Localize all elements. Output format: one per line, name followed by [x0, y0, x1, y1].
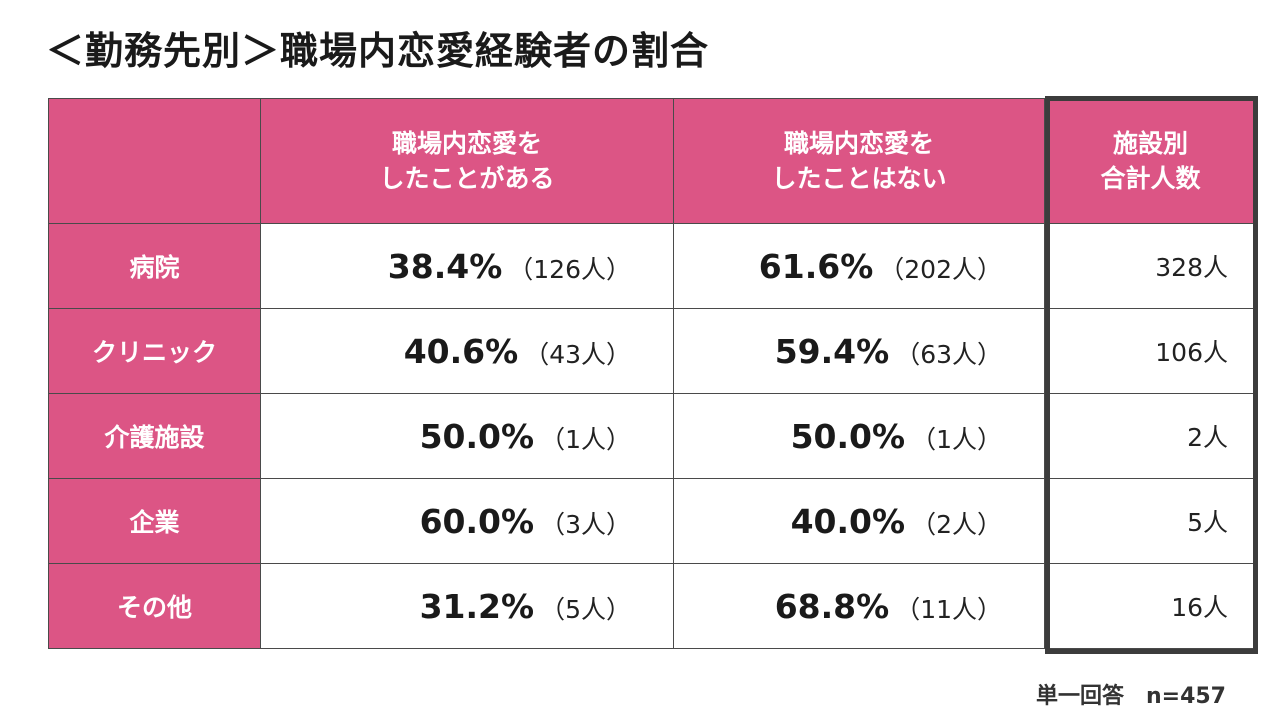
experienced-cell: 60.0% （3人）	[260, 478, 674, 564]
not-experienced-cell: 61.6% （202人）	[673, 223, 1045, 309]
table-row: クリニック 40.6% （43人） 59.4% （63人） 106人	[48, 308, 1257, 394]
row-label: 企業	[48, 478, 261, 564]
header-corner	[48, 98, 261, 224]
experienced-cell: 50.0% （1人）	[260, 393, 674, 479]
experienced-percent: 50.0%	[419, 416, 535, 456]
row-label: クリニック	[48, 308, 261, 394]
row-label: 病院	[48, 223, 261, 309]
experienced-percent: 38.4%	[387, 246, 503, 286]
header-total-line1: 施設別	[1112, 129, 1188, 158]
not-experienced-cell: 40.0% （2人）	[673, 478, 1045, 564]
experienced-count: （43人）	[524, 339, 631, 369]
table-row: その他 31.2% （5人） 68.8% （11人） 16人	[48, 563, 1257, 649]
table-row: 介護施設 50.0% （1人） 50.0% （1人） 2人	[48, 393, 1257, 479]
row-label: その他	[48, 563, 261, 649]
header-experienced: 職場内恋愛を したことがある	[260, 98, 674, 224]
header-experienced-line1: 職場内恋愛を	[391, 129, 542, 158]
header-not-experienced: 職場内恋愛を したことはない	[673, 98, 1045, 224]
header-not-experienced-line2: したことはない	[771, 164, 947, 193]
not-experienced-percent: 50.0%	[790, 416, 906, 456]
not-experienced-percent: 59.4%	[774, 331, 890, 371]
not-experienced-count: （202人）	[879, 254, 1002, 284]
experienced-cell: 31.2% （5人）	[260, 563, 674, 649]
total-cell: 328人	[1044, 223, 1257, 309]
experienced-count: （3人）	[540, 509, 631, 539]
total-cell: 16人	[1044, 563, 1257, 649]
not-experienced-count: （1人）	[911, 424, 1002, 454]
not-experienced-count: （63人）	[895, 339, 1002, 369]
not-experienced-percent: 68.8%	[774, 586, 890, 626]
header-not-experienced-line1: 職場内恋愛を	[783, 129, 934, 158]
experienced-percent: 31.2%	[419, 586, 535, 626]
table-row: 企業 60.0% （3人） 40.0% （2人） 5人	[48, 478, 1257, 564]
not-experienced-cell: 50.0% （1人）	[673, 393, 1045, 479]
not-experienced-percent: 40.0%	[790, 501, 906, 541]
experienced-count: （5人）	[540, 594, 631, 624]
header-total: 施設別 合計人数	[1044, 98, 1257, 224]
not-experienced-count: （11人）	[895, 594, 1002, 624]
total-cell: 106人	[1044, 308, 1257, 394]
not-experienced-percent: 61.6%	[758, 246, 874, 286]
experienced-cell: 40.6% （43人）	[260, 308, 674, 394]
page-title: ＜勤務先別＞職場内恋愛経験者の割合	[46, 29, 710, 73]
header-total-line2: 合計人数	[1100, 164, 1201, 193]
not-experienced-cell: 68.8% （11人）	[673, 563, 1045, 649]
row-label: 介護施設	[48, 393, 261, 479]
total-cell: 2人	[1044, 393, 1257, 479]
experienced-count: （1人）	[540, 424, 631, 454]
table-row: 病院 38.4% （126人） 61.6% （202人） 328人	[48, 223, 1257, 309]
not-experienced-count: （2人）	[911, 509, 1002, 539]
experienced-cell: 38.4% （126人）	[260, 223, 674, 309]
experienced-percent: 60.0%	[419, 501, 535, 541]
sample-size-note: 単一回答 n=457	[1035, 684, 1226, 709]
experienced-percent: 40.6%	[403, 331, 519, 371]
survey-table: 職場内恋愛を したことがある 職場内恋愛を したことはない 施設別 合計人数 病…	[48, 98, 1257, 649]
header-experienced-line2: したことがある	[379, 164, 555, 193]
not-experienced-cell: 59.4% （63人）	[673, 308, 1045, 394]
table-header-row: 職場内恋愛を したことがある 職場内恋愛を したことはない 施設別 合計人数	[48, 98, 1257, 224]
experienced-count: （126人）	[508, 254, 631, 284]
total-cell: 5人	[1044, 478, 1257, 564]
